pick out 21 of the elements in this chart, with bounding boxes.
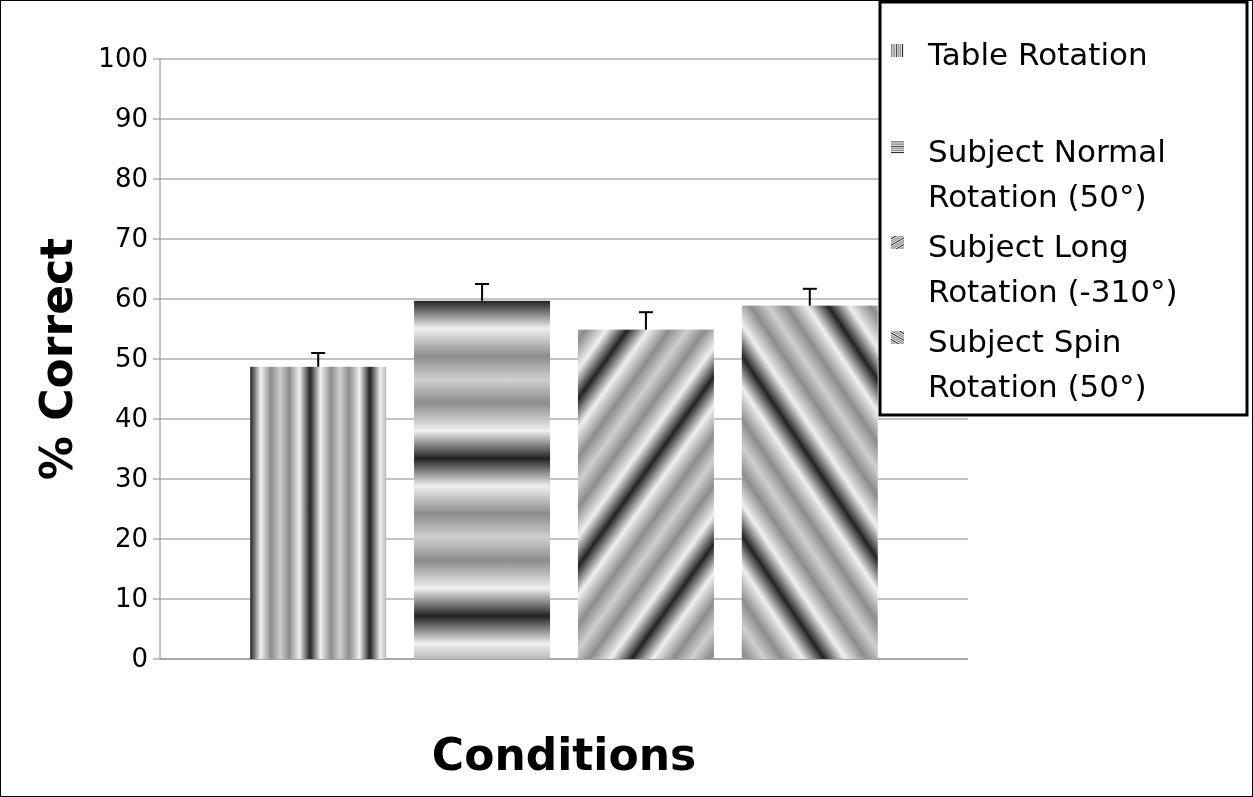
y-tick-label: 90: [114, 102, 148, 133]
y-tick-label: 0: [131, 642, 148, 673]
y-tick-label: 40: [114, 402, 148, 433]
y-tick-label: 70: [114, 222, 148, 253]
legend-label: Subject Long Rotation (-310°): [928, 227, 1178, 309]
y-tick-label: 100: [98, 42, 148, 73]
legend-label: Subject Spin Rotation (50°): [928, 322, 1147, 404]
bar: [577, 329, 714, 659]
y-tick-label: 80: [114, 162, 148, 193]
bar: [250, 366, 387, 659]
legend-label: Subject Normal Rotation (50°): [928, 132, 1166, 214]
bar: [741, 305, 878, 659]
y-tick-label: 10: [114, 582, 148, 613]
y-axis-title: % Correct: [31, 237, 82, 481]
y-tick-label: 30: [114, 462, 148, 493]
x-axis-title: Conditions: [431, 729, 697, 780]
legend-label: Table Rotation: [927, 35, 1148, 72]
y-tick-label: 50: [114, 342, 148, 373]
y-tick-label: 20: [114, 522, 148, 553]
bar: [414, 300, 551, 659]
y-tick-label: 60: [114, 282, 148, 313]
